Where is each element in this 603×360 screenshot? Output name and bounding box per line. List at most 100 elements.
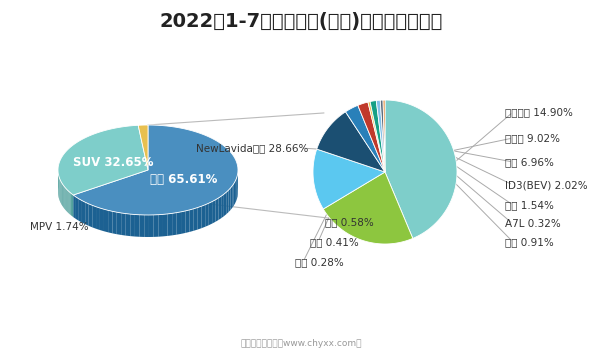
Polygon shape xyxy=(224,192,226,216)
Polygon shape xyxy=(172,213,177,235)
Polygon shape xyxy=(71,193,72,216)
Polygon shape xyxy=(326,213,327,215)
Polygon shape xyxy=(117,212,121,235)
Text: 制图：智研咨询（www.chyxx.com）: 制图：智研咨询（www.chyxx.com） xyxy=(240,339,362,348)
Polygon shape xyxy=(337,226,338,227)
Text: NewLavida朗逸 28.66%: NewLavida朗逸 28.66% xyxy=(195,143,308,153)
Text: A7L 0.32%: A7L 0.32% xyxy=(505,219,561,229)
Polygon shape xyxy=(370,100,385,172)
Polygon shape xyxy=(351,235,352,236)
Polygon shape xyxy=(135,215,139,237)
Polygon shape xyxy=(198,206,201,230)
Text: 昕锐 0.58%: 昕锐 0.58% xyxy=(325,217,374,227)
Polygon shape xyxy=(432,225,434,227)
Text: 辉昂 0.41%: 辉昂 0.41% xyxy=(310,237,359,247)
Polygon shape xyxy=(64,186,65,209)
Polygon shape xyxy=(434,223,435,225)
Polygon shape xyxy=(415,236,417,237)
Polygon shape xyxy=(185,210,189,233)
Polygon shape xyxy=(409,239,411,240)
Polygon shape xyxy=(317,112,385,172)
Polygon shape xyxy=(343,230,344,231)
Polygon shape xyxy=(323,209,324,210)
Polygon shape xyxy=(380,100,385,172)
Polygon shape xyxy=(69,192,71,215)
Polygon shape xyxy=(324,211,326,212)
Polygon shape xyxy=(130,214,135,237)
Polygon shape xyxy=(376,100,385,172)
Polygon shape xyxy=(333,222,335,223)
Polygon shape xyxy=(444,212,445,214)
Polygon shape xyxy=(215,198,218,222)
Polygon shape xyxy=(412,238,413,239)
Polygon shape xyxy=(442,214,444,216)
Polygon shape xyxy=(85,202,89,226)
Polygon shape xyxy=(332,220,333,221)
Polygon shape xyxy=(181,211,185,234)
Polygon shape xyxy=(73,195,76,219)
Polygon shape xyxy=(104,209,108,232)
Polygon shape xyxy=(352,236,353,237)
Polygon shape xyxy=(73,125,238,215)
Polygon shape xyxy=(347,233,348,234)
Polygon shape xyxy=(420,234,421,235)
Polygon shape xyxy=(100,208,104,231)
Polygon shape xyxy=(89,204,92,227)
Polygon shape xyxy=(341,229,343,230)
Polygon shape xyxy=(92,205,96,229)
Text: 轿车 65.61%: 轿车 65.61% xyxy=(150,173,218,186)
Text: 明锐 0.91%: 明锐 0.91% xyxy=(505,237,554,247)
Text: ID3(BEV) 2.02%: ID3(BEV) 2.02% xyxy=(505,180,588,190)
Polygon shape xyxy=(108,210,112,233)
Polygon shape xyxy=(125,213,130,236)
Polygon shape xyxy=(450,201,451,203)
Polygon shape xyxy=(65,188,66,211)
Polygon shape xyxy=(453,191,455,194)
Text: 2022年1-7月上汽大众(轿车)销量占比统计图: 2022年1-7月上汽大众(轿车)销量占比统计图 xyxy=(159,12,443,31)
Polygon shape xyxy=(121,213,125,235)
Polygon shape xyxy=(323,172,413,244)
Polygon shape xyxy=(437,220,439,221)
Polygon shape xyxy=(313,149,385,209)
Polygon shape xyxy=(451,198,452,201)
Polygon shape xyxy=(212,200,215,224)
Polygon shape xyxy=(112,211,117,234)
Polygon shape xyxy=(452,196,453,198)
Polygon shape xyxy=(235,179,236,203)
Polygon shape xyxy=(221,194,224,218)
Polygon shape xyxy=(344,231,346,232)
Polygon shape xyxy=(338,227,339,228)
Polygon shape xyxy=(428,228,430,230)
Polygon shape xyxy=(426,230,428,231)
Polygon shape xyxy=(417,235,420,236)
Polygon shape xyxy=(61,181,62,204)
Text: 新帕萨特 14.90%: 新帕萨特 14.90% xyxy=(505,107,573,117)
Text: MPV 1.74%: MPV 1.74% xyxy=(30,222,89,232)
Polygon shape xyxy=(336,225,337,226)
Text: 波罗 1.54%: 波罗 1.54% xyxy=(505,200,554,210)
Polygon shape xyxy=(385,100,457,238)
Polygon shape xyxy=(68,191,69,214)
Text: 速派 0.28%: 速派 0.28% xyxy=(295,257,344,267)
Polygon shape xyxy=(229,188,230,212)
Polygon shape xyxy=(405,240,406,241)
Polygon shape xyxy=(159,214,163,237)
Polygon shape xyxy=(368,102,385,172)
Polygon shape xyxy=(194,207,198,231)
Polygon shape xyxy=(79,199,82,222)
Polygon shape xyxy=(358,102,385,172)
Polygon shape xyxy=(226,190,229,214)
Polygon shape xyxy=(383,100,385,172)
Polygon shape xyxy=(446,207,447,210)
Polygon shape xyxy=(209,202,212,225)
Polygon shape xyxy=(138,125,148,170)
Polygon shape xyxy=(62,184,63,207)
Polygon shape xyxy=(435,221,437,223)
Polygon shape xyxy=(357,238,358,239)
Polygon shape xyxy=(430,227,432,228)
Polygon shape xyxy=(177,212,181,235)
Text: 凌渡 6.96%: 凌渡 6.96% xyxy=(505,157,554,167)
Text: 桑塔纳 9.02%: 桑塔纳 9.02% xyxy=(505,133,560,143)
Polygon shape xyxy=(139,215,144,237)
Polygon shape xyxy=(76,197,79,221)
